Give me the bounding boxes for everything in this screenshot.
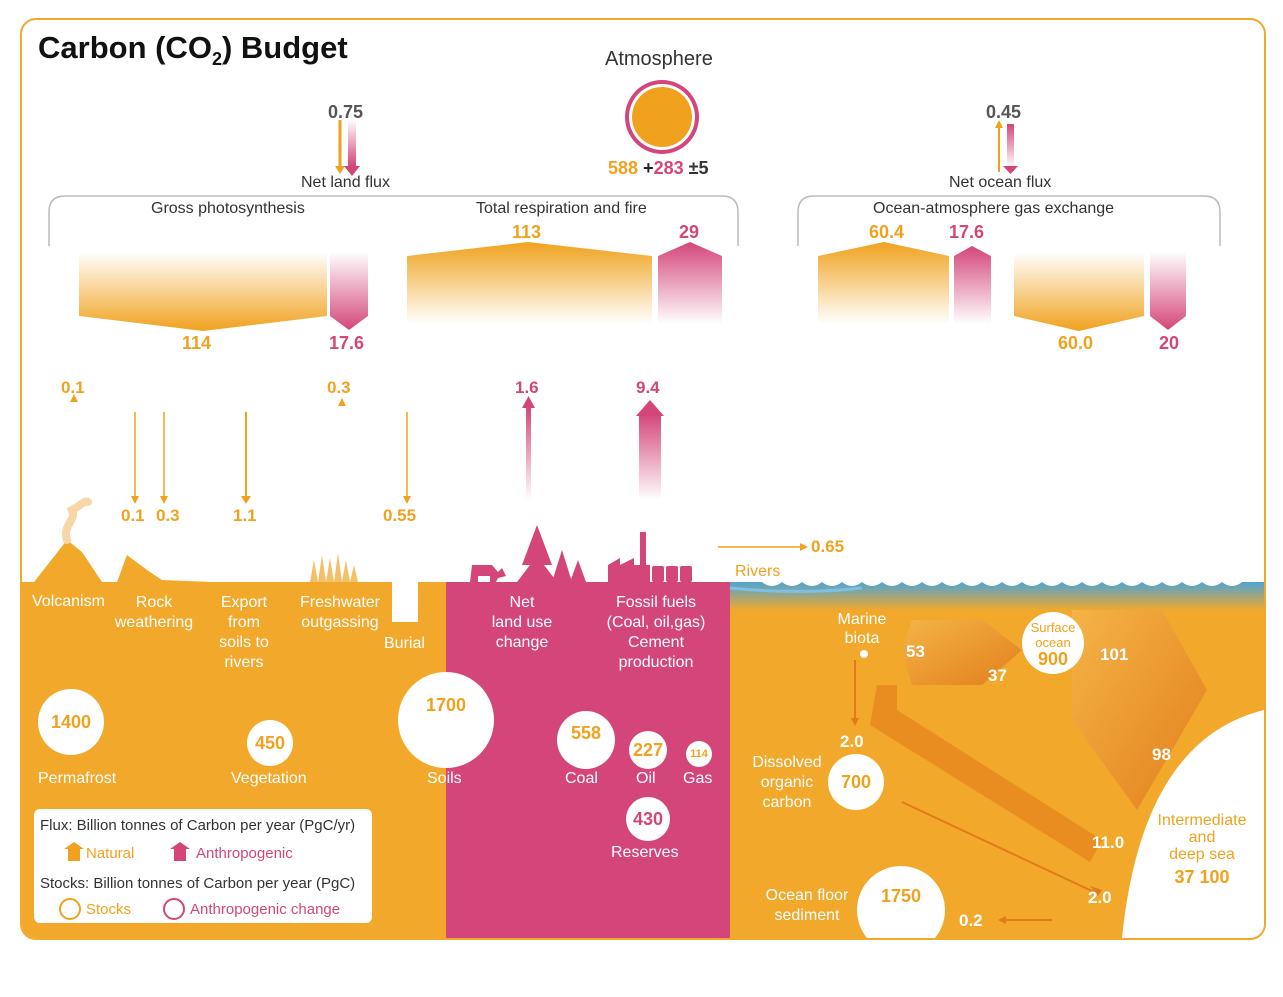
soils-label: Soils [427, 770, 462, 787]
sediment-label: Ocean floor sediment [765, 887, 849, 924]
burial-flux: 0.55 [383, 506, 417, 525]
legend-anthro-change: Anthropogenic change [190, 901, 341, 918]
carbon-budget-diagram: Carbon (CO2) Budget Atmosphere 588 +283 … [20, 18, 1266, 940]
ocean-down-natural-value: 60.0 [1058, 333, 1094, 353]
reserves-label: Reserves [611, 844, 679, 861]
freshwater-label: Freshwater outgassing [299, 594, 381, 631]
rock-weathering-flux-b: 0.3 [156, 506, 180, 525]
respiration-label: Total respiration and fire [476, 200, 647, 217]
flux-0-2: 0.2 [959, 911, 983, 930]
legend-anthropogenic: Anthropogenic [196, 845, 293, 862]
flux-98: 98 [1152, 745, 1171, 764]
gross-photosynthesis-label: Gross photosynthesis [151, 200, 305, 217]
respiration-anthro-value: 29 [679, 222, 700, 242]
legend-stocks: Stocks [86, 901, 132, 918]
net-ocean-flux-label: Net ocean flux [949, 174, 1052, 191]
legend: Flux: Billion tonnes of Carbon per year … [34, 809, 372, 923]
gas-stock: 114 [686, 741, 712, 767]
export-label: Export from soils to rivers [219, 594, 269, 671]
legend-icons [59, 842, 190, 920]
volcanism-flux: 0.1 [61, 378, 85, 397]
flux-2-0-sediment: 2.0 [1088, 888, 1112, 907]
export-soils-flux: 1.1 [233, 506, 257, 525]
coal-stock: 558 [557, 711, 615, 769]
rock-weathering-flux-a: 0.1 [121, 506, 145, 525]
legend-flux-title: Flux: Billion tonnes of Carbon per year … [40, 817, 356, 834]
vegetation-label: Vegetation [231, 770, 307, 787]
doc-stock: 700 [828, 754, 884, 810]
flux-2-0-doc: 2.0 [840, 732, 864, 751]
surface-ocean-stock: Surface ocean 900 [1022, 612, 1084, 674]
net-land-flux-label: Net land flux [301, 174, 390, 191]
atmosphere-stock: 588 +283 ±5 [608, 158, 709, 178]
page-title: Carbon (CO2) Budget [38, 30, 348, 70]
legend-stock-title: Stocks: Billion tonnes of Carbon per yea… [40, 875, 356, 892]
rivers-flux: 0.65 [811, 537, 845, 556]
permafrost-label: Permafrost [38, 770, 117, 787]
land-use-label: Net land use change [491, 594, 553, 651]
oil-label: Oil [636, 770, 656, 787]
rivers-label: Rivers [735, 563, 781, 580]
net-land-flux-value: 0.75 [328, 102, 364, 122]
fossil-label: Fossil fuels (Coal, oil,gas) Cement product… [606, 594, 706, 671]
ocean-exchange-label: Ocean-atmosphere gas exchange [873, 200, 1115, 217]
land-use-flux: 1.6 [515, 378, 539, 397]
gas-label: Gas [683, 770, 713, 787]
doc-label: Dissolved organic carbon [752, 754, 822, 811]
freshwater-flux: 0.3 [327, 378, 351, 397]
ocean-down-anthro-value: 20 [1159, 333, 1180, 353]
photosynthesis-natural-value: 114 [182, 333, 212, 353]
ocean-up-anthro-value: 17.6 [949, 222, 985, 242]
rock-weathering-label: Rock weathering [114, 594, 194, 631]
fossil-flux: 9.4 [636, 378, 660, 397]
marine-biota-label: Marine biota [837, 611, 887, 647]
reserves-stock: 430 [626, 797, 670, 841]
sediment-stock: 1750 [857, 866, 945, 938]
atmosphere-label: Atmosphere [605, 48, 713, 70]
net-ocean-flux-value: 0.45 [986, 102, 1022, 122]
soils-stock: 1700 [398, 672, 494, 768]
legend-natural: Natural [86, 845, 135, 862]
photosynthesis-anthro-value: 17.6 [329, 333, 365, 353]
ocean-up-natural-value: 60.4 [869, 222, 905, 242]
deep-sea-label: Intermediate and deep sea 37 100 [1157, 812, 1247, 887]
permafrost-stock: 1400 [38, 689, 104, 755]
burial-label: Burial [384, 635, 425, 652]
flux-101: 101 [1100, 645, 1129, 664]
coal-label: Coal [565, 770, 598, 787]
volcanism-label: Volcanism [32, 593, 105, 610]
vegetation-stock: 450 [247, 720, 293, 766]
flux-37: 37 [988, 666, 1007, 685]
flux-11: 11.0 [1092, 833, 1125, 852]
oil-stock: 227 [629, 731, 667, 769]
respiration-natural-value: 113 [512, 222, 542, 242]
flux-53: 53 [906, 642, 925, 661]
